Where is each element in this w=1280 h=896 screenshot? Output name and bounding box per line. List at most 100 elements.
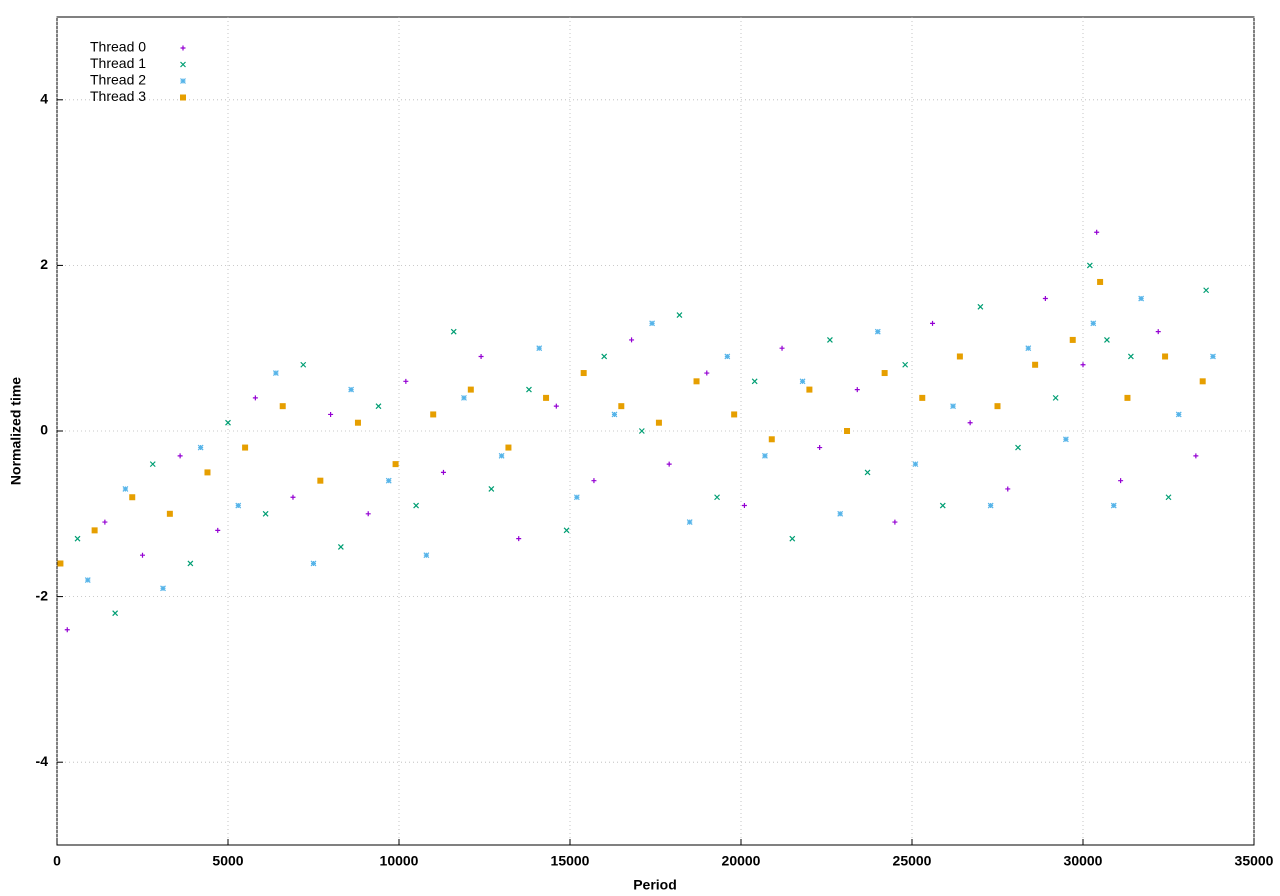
legend-marker [180, 94, 186, 101]
point [328, 411, 334, 417]
x-tick-label: 0 [53, 853, 61, 869]
y-axis-label: Normalized time [8, 377, 24, 485]
point [91, 527, 98, 534]
point [317, 477, 324, 484]
point [553, 403, 559, 409]
point [930, 320, 936, 326]
y-tick-label: 0 [40, 422, 48, 438]
point [242, 444, 249, 451]
point [235, 502, 242, 509]
point [1118, 478, 1124, 484]
point [348, 386, 355, 393]
point [197, 444, 204, 451]
point [1080, 362, 1086, 368]
point [655, 419, 662, 426]
point [102, 519, 108, 525]
point [994, 403, 1001, 410]
x-tick-label: 20000 [722, 853, 761, 869]
point [516, 536, 522, 542]
point [1090, 320, 1097, 327]
point [977, 303, 984, 310]
point [826, 336, 833, 343]
point [300, 361, 307, 368]
legend-label: Thread 2 [90, 72, 146, 88]
point [1015, 444, 1021, 451]
point [1052, 394, 1059, 401]
point [854, 387, 860, 393]
point [1062, 436, 1069, 443]
x-axis-label: Period [633, 877, 677, 893]
point [1162, 353, 1169, 360]
point [1124, 394, 1131, 401]
x-tick-label: 5000 [212, 853, 243, 869]
y-tick-label: -2 [36, 587, 49, 603]
point [762, 452, 768, 459]
point [84, 577, 91, 583]
point [536, 345, 543, 352]
point [666, 461, 672, 467]
point [290, 494, 296, 500]
point [768, 436, 775, 443]
point [573, 494, 580, 501]
point [864, 469, 871, 476]
y-tick-label: 2 [40, 256, 48, 272]
point [505, 444, 512, 451]
point [638, 428, 645, 434]
point [543, 394, 550, 401]
legend-marker [180, 45, 186, 51]
x-tick-label: 10000 [380, 853, 419, 869]
point [1094, 229, 1100, 235]
point [392, 461, 399, 468]
point [693, 378, 700, 385]
point [649, 320, 656, 327]
point [1025, 345, 1032, 352]
point [310, 560, 317, 567]
point [1069, 336, 1076, 343]
point [779, 345, 785, 351]
x-tick-label: 15000 [551, 853, 590, 869]
point [950, 403, 956, 410]
point [618, 403, 625, 410]
point [1032, 361, 1039, 368]
point [160, 585, 166, 592]
point [450, 328, 457, 335]
point [844, 428, 851, 434]
point [580, 370, 587, 377]
point [629, 337, 635, 343]
point [1210, 353, 1216, 360]
point [591, 478, 597, 484]
point [789, 535, 796, 542]
point [112, 610, 119, 617]
point [252, 395, 258, 401]
point [354, 419, 361, 426]
point [714, 494, 720, 501]
point [272, 370, 279, 376]
point [1165, 494, 1172, 501]
point [461, 394, 467, 401]
point [279, 403, 286, 410]
point [74, 535, 81, 542]
point [919, 394, 926, 401]
point [939, 502, 946, 509]
point [122, 486, 129, 492]
point [817, 445, 823, 451]
point [64, 627, 70, 633]
point [806, 386, 813, 393]
point [129, 494, 136, 501]
point [912, 461, 919, 468]
point [1104, 336, 1110, 343]
point [1193, 453, 1199, 459]
y-tick-label: 4 [40, 91, 48, 107]
point [423, 552, 430, 559]
point [1110, 502, 1117, 509]
point [140, 552, 145, 558]
point [881, 370, 888, 377]
point [215, 527, 221, 533]
point [365, 511, 371, 517]
point [413, 502, 420, 509]
point [262, 510, 269, 517]
point [1175, 411, 1182, 418]
y-tick-label: -4 [36, 753, 49, 769]
point [337, 543, 344, 550]
point [987, 502, 994, 509]
